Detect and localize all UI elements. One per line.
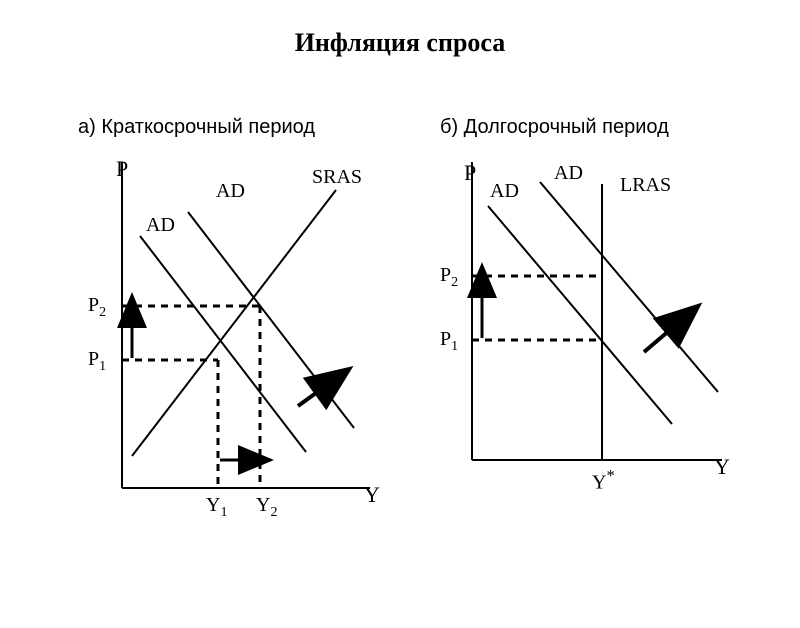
axis-y-label-b: Y <box>714 454 730 480</box>
ad1-label-a: AD <box>146 214 175 237</box>
axis-p-label-b: P <box>464 160 476 186</box>
p2-label-a: P2 <box>88 294 106 321</box>
panel-a-chart <box>70 148 390 528</box>
y1-label-a: Y1 <box>206 494 227 521</box>
sras-label: SRAS <box>312 166 362 189</box>
ad1-label-b: AD <box>490 180 519 203</box>
y2-label-a: Y2 <box>256 494 277 521</box>
axis-p-label-a: P <box>116 156 128 182</box>
p1-label-b: P1 <box>440 328 458 355</box>
lras-label: LRAS <box>620 174 671 197</box>
axis-y-label-a: Y <box>364 482 380 508</box>
panel-b-label: б) Долгосрочный период <box>440 116 669 139</box>
ad2-label-b: AD <box>554 162 583 185</box>
p2-label-b: P2 <box>440 264 458 291</box>
panel-a-label: а) Краткосрочный период <box>78 116 315 139</box>
ystar-label-b: Y* <box>592 466 615 495</box>
p1-label-a: P1 <box>88 348 106 375</box>
page-title: Инфляция спроса <box>0 28 800 58</box>
ad2-label-a: AD <box>216 180 245 203</box>
